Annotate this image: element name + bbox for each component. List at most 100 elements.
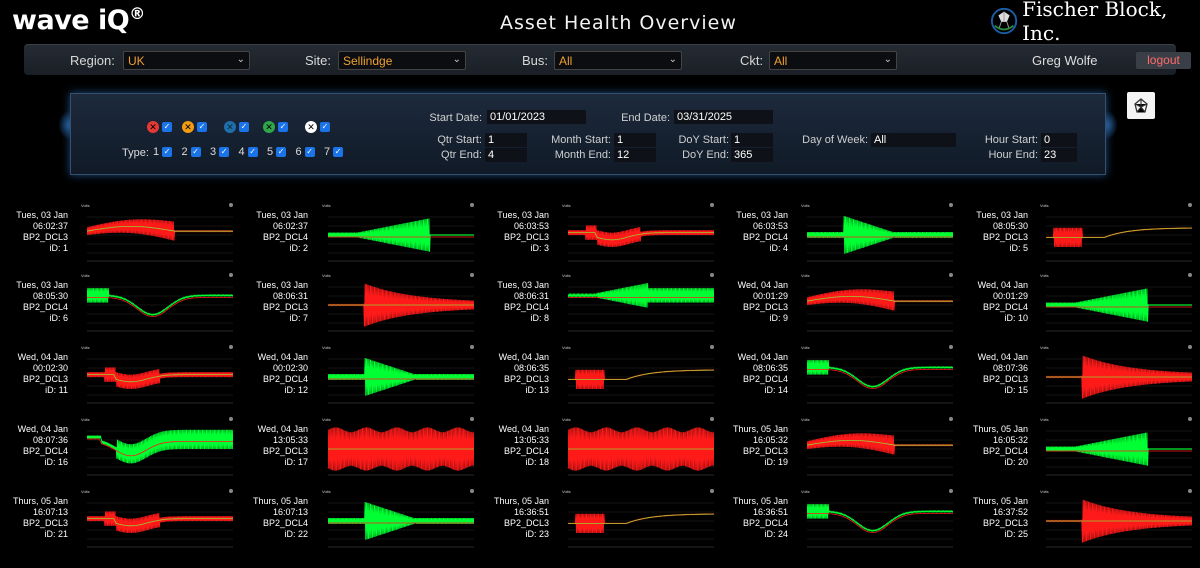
plot-menu-icon[interactable] — [470, 273, 474, 277]
plot-menu-icon[interactable] — [470, 489, 474, 493]
event-waveform-thumbnail[interactable]: Volts — [81, 489, 233, 551]
event-waveform-thumbnail[interactable]: Volts — [81, 273, 233, 335]
event-waveform-thumbnail[interactable]: Volts — [1040, 489, 1192, 551]
event-card-info[interactable]: Wed, 04 Jan 13:05:33 BP2_DCL4 iD: 18 — [483, 424, 549, 468]
event-waveform-thumbnail[interactable]: Volts — [322, 417, 474, 479]
event-waveform-thumbnail[interactable]: Volts — [322, 489, 474, 551]
event-waveform-thumbnail[interactable]: Volts — [1040, 273, 1192, 335]
doy-end-field[interactable]: 365 — [731, 148, 773, 162]
event-card-info[interactable]: Wed, 04 Jan 00:02:30 BP2_DCL3 iD: 11 — [2, 352, 68, 396]
plot-menu-icon[interactable] — [949, 203, 953, 207]
plot-menu-icon[interactable] — [949, 417, 953, 421]
type-filter-5[interactable]: 5 ✓ — [267, 146, 287, 158]
plot-menu-icon[interactable] — [949, 273, 953, 277]
qtr-start-field[interactable]: 1 — [485, 133, 527, 147]
type-checkbox[interactable]: ✓ — [276, 147, 287, 157]
plot-menu-icon[interactable] — [1188, 417, 1192, 421]
plot-menu-icon[interactable] — [710, 417, 714, 421]
end-date-field[interactable]: 03/31/2025 — [674, 110, 773, 124]
event-card-info[interactable]: Wed, 04 Jan 13:05:33 BP2_DCL3 iD: 17 — [242, 424, 308, 468]
plot-menu-icon[interactable] — [1188, 273, 1192, 277]
month-end-field[interactable]: 12 — [614, 148, 656, 162]
event-card-info[interactable]: Thurs, 05 Jan 16:36:51 BP2_DCL4 iD: 24 — [722, 496, 788, 540]
plot-menu-icon[interactable] — [229, 203, 233, 207]
type-checkbox[interactable]: ✓ — [162, 147, 173, 157]
month-start-field[interactable]: 1 — [614, 133, 656, 147]
plot-menu-icon[interactable] — [229, 345, 233, 349]
plot-menu-icon[interactable] — [710, 273, 714, 277]
event-card-info[interactable]: Thurs, 05 Jan 16:37:52 BP2_DCL3 iD: 25 — [962, 496, 1028, 540]
type-filter-1[interactable]: 1 ✓ — [153, 146, 173, 158]
severity-checkbox[interactable]: ✓ — [278, 122, 288, 132]
severity-filter-5[interactable]: ✕ ✓ — [305, 121, 330, 133]
event-waveform-thumbnail[interactable]: Volts — [1040, 203, 1192, 265]
logout-button[interactable]: logout — [1136, 52, 1191, 69]
event-waveform-thumbnail[interactable]: Volts — [322, 345, 474, 407]
event-card-info[interactable]: Tues, 03 Jan 08:05:30 BP2_DCL3 iD: 5 — [962, 210, 1028, 254]
type-checkbox[interactable]: ✓ — [190, 147, 201, 157]
event-waveform-thumbnail[interactable]: Volts — [801, 273, 953, 335]
plot-menu-icon[interactable] — [710, 489, 714, 493]
plot-menu-icon[interactable] — [710, 345, 714, 349]
event-card-info[interactable]: Tues, 03 Jan 06:03:53 BP2_DCL3 iD: 3 — [483, 210, 549, 254]
type-checkbox[interactable]: ✓ — [333, 147, 344, 157]
event-waveform-thumbnail[interactable]: Volts — [801, 489, 953, 551]
event-waveform-thumbnail[interactable]: Volts — [801, 203, 953, 265]
event-card-info[interactable]: Wed, 04 Jan 00:02:30 BP2_DCL4 iD: 12 — [242, 352, 308, 396]
type-checkbox[interactable]: ✓ — [304, 147, 315, 157]
plot-menu-icon[interactable] — [229, 489, 233, 493]
event-card-info[interactable]: Tues, 03 Jan 08:05:30 BP2_DCL4 iD: 6 — [2, 280, 68, 324]
plot-menu-icon[interactable] — [470, 203, 474, 207]
plot-menu-icon[interactable] — [470, 345, 474, 349]
event-card-info[interactable]: Wed, 04 Jan 08:06:35 BP2_DCL3 iD: 13 — [483, 352, 549, 396]
event-waveform-thumbnail[interactable]: Volts — [801, 417, 953, 479]
plot-menu-icon[interactable] — [1188, 203, 1192, 207]
settings-button[interactable] — [1127, 92, 1155, 119]
type-filter-6[interactable]: 6 ✓ — [296, 146, 315, 158]
event-waveform-thumbnail[interactable]: Volts — [322, 203, 474, 265]
type-filter-2[interactable]: 2 ✓ — [182, 146, 201, 158]
event-waveform-thumbnail[interactable]: Volts — [562, 203, 714, 265]
event-card-info[interactable]: Thurs, 05 Jan 16:36:51 BP2_DCL3 iD: 23 — [483, 496, 549, 540]
severity-checkbox[interactable]: ✓ — [239, 122, 249, 132]
event-card-info[interactable]: Wed, 04 Jan 08:07:36 BP2_DCL4 iD: 16 — [2, 424, 68, 468]
event-waveform-thumbnail[interactable]: Volts — [1040, 345, 1192, 407]
plot-menu-icon[interactable] — [229, 273, 233, 277]
hour-start-field[interactable]: 0 — [1041, 133, 1077, 147]
event-waveform-thumbnail[interactable]: Volts — [562, 489, 714, 551]
severity-filter-2[interactable]: ✕ ✓ — [182, 121, 207, 133]
event-card-info[interactable]: Tues, 03 Jan 08:06:31 BP2_DCL3 iD: 7 — [242, 280, 308, 324]
event-waveform-thumbnail[interactable]: Volts — [81, 417, 233, 479]
event-card-info[interactable]: Tues, 03 Jan 06:02:37 BP2_DCL3 iD: 1 — [2, 210, 68, 254]
plot-menu-icon[interactable] — [229, 417, 233, 421]
event-waveform-thumbnail[interactable]: Volts — [1040, 417, 1192, 479]
event-waveform-thumbnail[interactable]: Volts — [801, 345, 953, 407]
plot-menu-icon[interactable] — [470, 417, 474, 421]
event-card-info[interactable]: Thurs, 05 Jan 16:07:13 BP2_DCL4 iD: 22 — [242, 496, 308, 540]
bus-select[interactable]: All ⌄ — [554, 51, 682, 70]
severity-filter-3[interactable]: ✕ ✓ — [224, 121, 249, 133]
event-card-info[interactable]: Tues, 03 Jan 06:02:37 BP2_DCL4 iD: 2 — [242, 210, 308, 254]
type-filter-4[interactable]: 4 ✓ — [239, 146, 258, 158]
plot-menu-icon[interactable] — [710, 203, 714, 207]
type-checkbox[interactable]: ✓ — [247, 147, 258, 157]
plot-menu-icon[interactable] — [949, 345, 953, 349]
event-card-info[interactable]: Tues, 03 Jan 08:06:31 BP2_DCL4 iD: 8 — [483, 280, 549, 324]
severity-filter-1[interactable]: ✕ ✓ — [147, 121, 172, 133]
event-waveform-thumbnail[interactable]: Volts — [81, 345, 233, 407]
event-card-info[interactable]: Tues, 03 Jan 06:03:53 BP2_DCL4 iD: 4 — [722, 210, 788, 254]
day-of-week-field[interactable]: All — [871, 133, 956, 147]
severity-filter-4[interactable]: ✕ ✓ — [263, 121, 288, 133]
ckt-select[interactable]: All ⌄ — [769, 51, 897, 70]
event-card-info[interactable]: Wed, 04 Jan 08:07:36 BP2_DCL3 iD: 15 — [962, 352, 1028, 396]
qtr-end-field[interactable]: 4 — [485, 148, 527, 162]
type-checkbox[interactable]: ✓ — [219, 147, 230, 157]
severity-checkbox[interactable]: ✓ — [197, 122, 207, 132]
hour-end-field[interactable]: 23 — [1041, 148, 1077, 162]
event-card-info[interactable]: Wed, 04 Jan 08:06:35 BP2_DCL4 iD: 14 — [722, 352, 788, 396]
type-filter-3[interactable]: 3 ✓ — [210, 146, 230, 158]
plot-menu-icon[interactable] — [949, 489, 953, 493]
plot-menu-icon[interactable] — [1188, 489, 1192, 493]
event-card-info[interactable]: Thurs, 05 Jan 16:05:32 BP2_DCL4 iD: 20 — [962, 424, 1028, 468]
start-date-field[interactable]: 01/01/2023 — [487, 110, 586, 124]
